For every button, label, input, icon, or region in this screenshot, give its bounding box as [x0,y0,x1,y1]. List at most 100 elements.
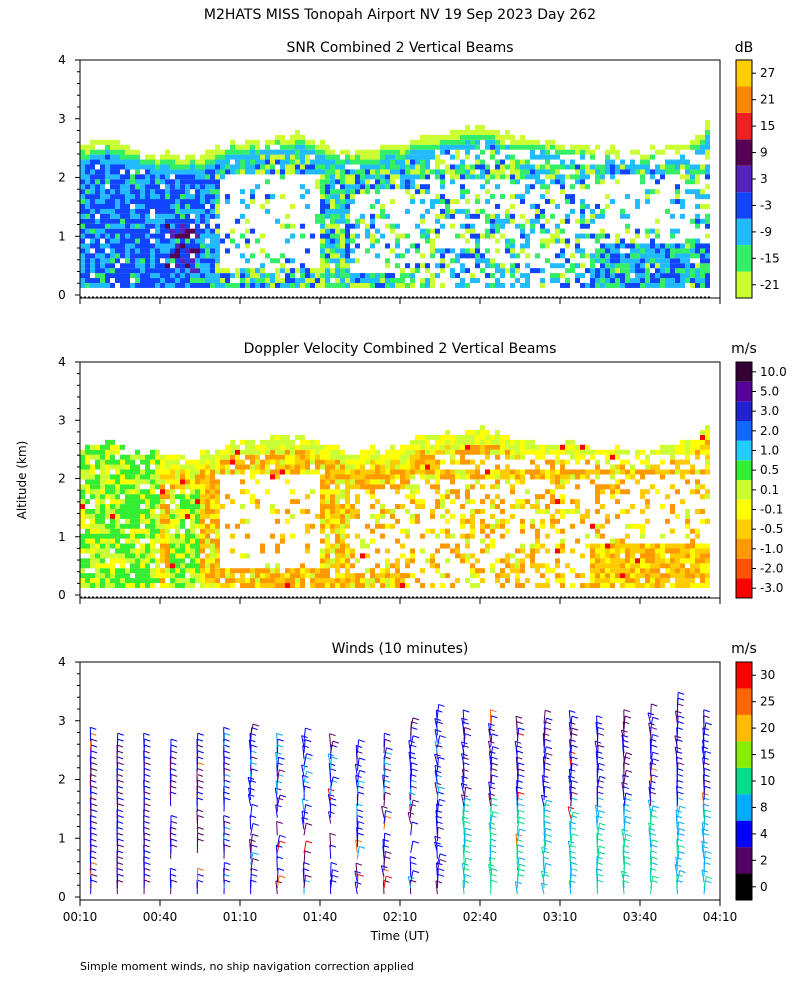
velocity-cell [545,474,550,480]
velocity-cell [495,449,500,455]
snr-cell [170,208,175,214]
velocity-cell [630,573,635,579]
wind-barb-flag [90,785,98,789]
velocity-cell [105,533,110,539]
velocity-cell [480,444,485,450]
velocity-cell [645,543,650,549]
snr-cell [420,149,425,155]
velocity-cell [280,583,285,589]
snr-cell [505,144,510,150]
velocity-cell [190,583,195,589]
velocity-cell [180,533,185,539]
velocity-cell [165,454,170,460]
velocity-cell [435,568,440,574]
velocity-cell [570,439,575,445]
velocity-cell [380,504,385,510]
velocity-cell [100,469,105,475]
snr-cell [610,263,615,269]
velocity-cell [405,494,410,500]
velocity-cell [215,523,220,529]
velocity-cell [180,548,185,554]
velocity-cell [590,568,595,574]
snr-cell [565,258,570,264]
snr-cell [310,233,315,239]
velocity-cell [305,439,310,445]
snr-cell [655,218,660,224]
snr-cell [440,139,445,145]
velocity-cell [140,508,145,514]
snr-cell [300,134,305,140]
snr-cell [145,169,150,175]
velocity-cell [325,578,330,584]
velocity-cell [275,563,280,569]
snr-cell [300,233,305,239]
velocity-cell [630,568,635,574]
snr-cell [110,164,115,170]
velocity-cell [620,573,625,579]
snr-cell [320,268,325,274]
velocity-cell [135,533,140,539]
snr-cell [85,268,90,274]
snr-cell [570,253,575,259]
snr-cell [555,179,560,185]
velocity-cell [375,464,380,470]
snr-cell [475,174,480,180]
snr-cell [185,169,190,175]
snr-cell [130,199,135,205]
snr-cell [205,179,210,185]
velocity-cell [610,538,615,544]
velocity-cell [270,578,275,584]
velocity-cell [560,513,565,519]
velocity-cell [650,469,655,475]
snr-cell [275,273,280,279]
snr-cell [215,184,220,190]
snr-cell [390,278,395,284]
snr-cell [520,139,525,145]
velocity-cell [360,469,365,475]
velocity-cell [155,548,160,554]
velocity-cell [215,578,220,584]
snr-cell [565,218,570,224]
snr-cell [475,134,480,140]
velocity-cell [95,464,100,470]
snr-cell [505,129,510,135]
velocity-cell [105,469,110,475]
velocity-cell [245,464,250,470]
velocity-cell [700,494,705,500]
velocity-cell [240,583,245,589]
snr-cell [170,228,175,234]
snr-cell [90,282,95,288]
velocity-cell [445,434,450,440]
snr-cell [705,124,710,130]
velocity-cell [610,583,615,589]
velocity-cell [685,583,690,589]
colorbar-tick-label: -21 [760,278,780,292]
velocity-cell [260,543,265,549]
velocity-cell [400,469,405,475]
snr-cell [550,199,555,205]
velocity-cell [470,518,475,524]
velocity-cell [180,479,185,485]
snr-cell [370,238,375,244]
snr-cell [590,218,595,224]
wind-barb-flag [170,820,178,824]
velocity-cell [320,548,325,554]
snr-cell [625,258,630,264]
snr-cell [185,258,190,264]
snr-cell [85,258,90,264]
snr-cell [655,228,660,234]
velocity-cell [475,464,480,470]
velocity-cell [515,444,520,450]
velocity-cell [595,494,600,500]
velocity-cell [305,548,310,554]
velocity-cell [650,578,655,584]
snr-cell [160,268,165,274]
velocity-cell [370,484,375,490]
velocity-cell [205,484,210,490]
velocity-cell [110,499,115,505]
velocity-cell [545,504,550,510]
snr-cell [565,282,570,288]
velocity-cell [155,504,160,510]
snr-cell [705,169,710,175]
snr-cell [440,253,445,259]
